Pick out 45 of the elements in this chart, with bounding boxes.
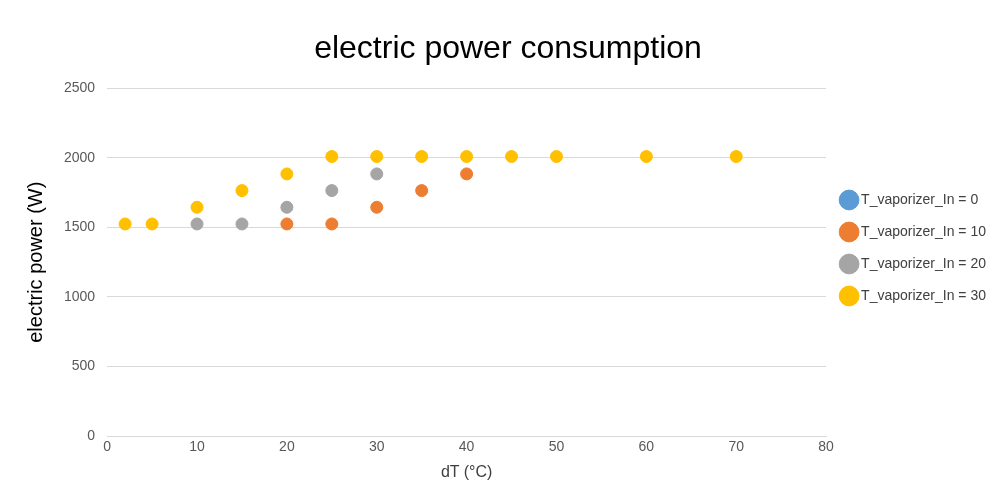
point	[505, 150, 519, 164]
y-tick-label: 0	[87, 426, 96, 443]
point	[729, 150, 743, 164]
x-tick-label: 70	[728, 438, 745, 455]
chart-title: electric power consumption	[314, 29, 702, 66]
point	[235, 217, 249, 231]
point	[549, 150, 563, 164]
point	[370, 150, 384, 164]
x-tick-label: 40	[458, 438, 475, 455]
point	[280, 217, 294, 231]
x-tick-label: 80	[818, 438, 835, 455]
point	[639, 150, 653, 164]
y-tick-label: 500	[71, 357, 96, 374]
legend-label: T_vaporizer_In = 10	[861, 222, 987, 239]
y-tick-label: 2000	[63, 148, 96, 165]
legend-label: T_vaporizer_In = 30	[861, 286, 987, 303]
point	[325, 217, 339, 231]
x-tick-label: 50	[548, 438, 565, 455]
x-tick-label: 10	[189, 438, 206, 455]
legend-label: T_vaporizer_In = 0	[861, 190, 979, 207]
x-tick-label: 20	[279, 438, 295, 455]
point	[118, 217, 132, 231]
x-tick-label: 0	[103, 438, 112, 455]
point	[280, 200, 294, 214]
point	[370, 200, 384, 214]
x-axis-title: dT (°C)	[440, 462, 493, 480]
point	[370, 167, 384, 181]
point	[460, 167, 474, 181]
x-tick-label: 30	[368, 438, 385, 455]
point	[145, 217, 159, 231]
y-tick-label: 1000	[63, 287, 96, 304]
point	[235, 184, 249, 198]
y-tick-label: 2500	[63, 79, 96, 96]
point	[415, 184, 429, 198]
point	[190, 217, 204, 231]
y-axis-title: electric power (W)	[23, 181, 46, 343]
point	[280, 167, 294, 181]
point	[460, 150, 474, 164]
legend-label: T_vaporizer_In = 20	[861, 254, 987, 271]
y-tick-label: 1500	[63, 218, 96, 235]
point	[325, 150, 339, 164]
x-tick-label: 60	[638, 438, 655, 455]
point	[415, 150, 429, 164]
point	[325, 184, 339, 198]
point	[190, 200, 204, 214]
